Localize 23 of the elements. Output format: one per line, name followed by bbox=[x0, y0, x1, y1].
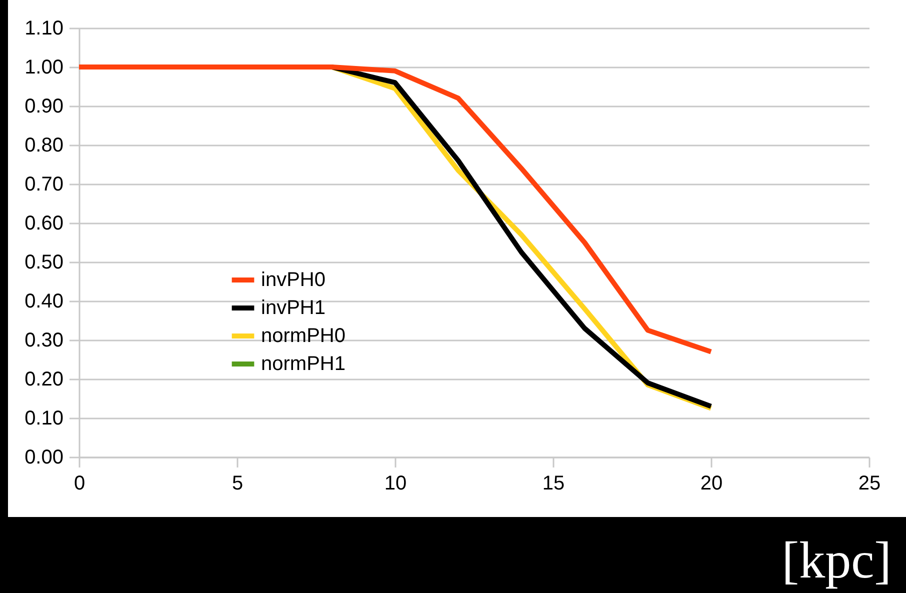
y-tick-label: 0.20 bbox=[24, 368, 64, 390]
y-tick-label: 0.80 bbox=[24, 134, 64, 156]
x-tick-label: 5 bbox=[232, 472, 244, 494]
x-tick-label: 25 bbox=[858, 472, 881, 494]
y-tick-label: 0.60 bbox=[24, 212, 64, 234]
x-tick-label: 20 bbox=[700, 472, 723, 494]
y-tick-label: 0.40 bbox=[24, 290, 64, 312]
y-tick-label: 0.30 bbox=[24, 330, 64, 352]
y-tick-label: 0.50 bbox=[24, 252, 64, 274]
x-axis-title: [kpc] bbox=[782, 532, 892, 590]
y-tick-label: 0.90 bbox=[24, 96, 64, 118]
x-tick-label: 0 bbox=[74, 472, 86, 494]
legend-label: normPH1 bbox=[261, 353, 346, 375]
y-tick-label: 0.70 bbox=[24, 174, 64, 196]
legend-label: invPH1 bbox=[261, 297, 326, 319]
legend-label: invPH0 bbox=[261, 269, 326, 291]
y-tick-label: 0.10 bbox=[24, 408, 64, 430]
x-tick-label: 15 bbox=[542, 472, 565, 494]
y-tick-label: 0.00 bbox=[24, 446, 64, 468]
y-tick-label: 1.10 bbox=[24, 18, 64, 40]
y-tick-label: 1.00 bbox=[24, 56, 64, 78]
x-tick-label: 10 bbox=[384, 472, 407, 494]
legend-label: normPH0 bbox=[261, 325, 346, 347]
